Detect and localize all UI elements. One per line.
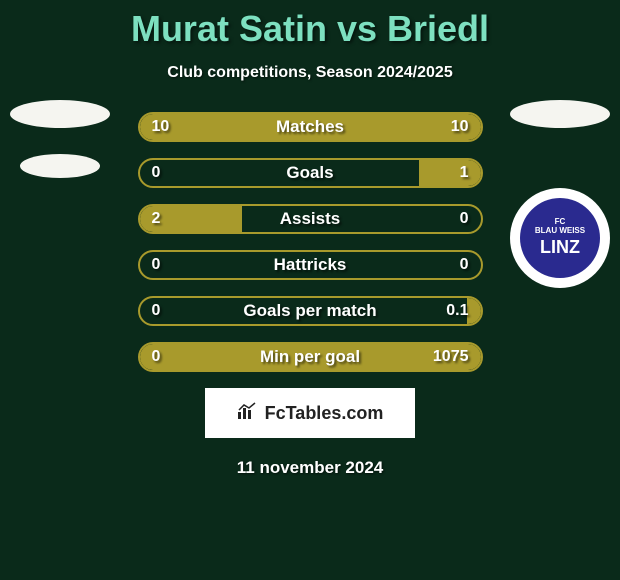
stat-value-left: 0 [152,344,161,370]
avatar-placeholder-body [20,154,100,178]
stat-value-right: 1 [460,160,469,186]
stat-row: 01Goals [138,158,483,188]
subtitle: Club competitions, Season 2024/2025 [0,64,620,82]
stat-value-left: 2 [152,206,161,232]
stat-label: Hattricks [140,252,481,278]
stat-row: 01075Min per goal [138,342,483,372]
page-title: Murat Satin vs Briedl [0,0,620,50]
stat-value-right: 0 [460,252,469,278]
club-line3: LINZ [540,238,580,258]
player-left-avatar [5,100,115,210]
stat-value-left: 10 [152,114,170,140]
club-badge-inner: FC BLAU WEISS LINZ [520,198,600,278]
club-line2: BLAU WEISS [535,227,585,236]
stat-value-left: 0 [152,160,161,186]
stat-row: 0 0.1Goals per match [138,296,483,326]
club-badge-right: FC BLAU WEISS LINZ [510,188,610,288]
stat-value-right: 0.1 [446,298,468,324]
avatar-placeholder-head [10,100,110,128]
stat-value-left: 0 [152,252,161,278]
stat-value-right: 10 [451,114,469,140]
bar-fill-right [419,160,480,186]
stat-label: Goals per match [140,298,481,324]
player-right-avatar: FC BLAU WEISS LINZ [505,100,615,210]
date-text: 11 november 2024 [0,458,620,478]
footer-brand-text: FcTables.com [265,403,384,424]
stat-value-left: 0 [152,298,161,324]
stat-value-right: 0 [460,206,469,232]
footer-brand: FcTables.com [205,388,415,438]
stat-row: 1010Matches [138,112,483,142]
bar-fill-right [140,344,481,370]
avatar-placeholder-head [510,100,610,128]
comparison-bars: 1010Matches01Goals20Assists00Hattricks00… [138,112,483,372]
chart-icon [237,402,259,425]
stat-value-right: 1075 [433,344,469,370]
stat-row: 0 0Hattricks [138,250,483,280]
stat-row: 20Assists [138,204,483,234]
